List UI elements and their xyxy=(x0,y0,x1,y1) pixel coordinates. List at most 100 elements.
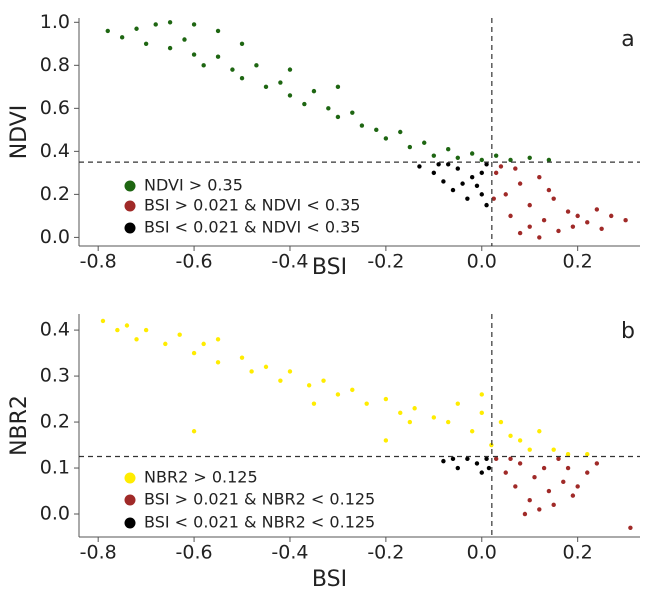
point xyxy=(431,153,437,158)
legend-label: BSI < 0.021 & NBR2 < 0.125 xyxy=(144,513,375,532)
point xyxy=(503,470,508,475)
legend-label: BSI < 0.021 & NDVI < 0.35 xyxy=(144,218,360,237)
point xyxy=(230,67,235,72)
point xyxy=(455,166,460,171)
point xyxy=(585,220,590,225)
point xyxy=(527,224,532,229)
point xyxy=(556,456,561,462)
point xyxy=(278,378,283,383)
point xyxy=(551,447,556,452)
point xyxy=(541,217,547,223)
point xyxy=(446,162,451,167)
x-axis-label: BSI xyxy=(312,255,347,280)
point xyxy=(215,54,221,59)
point xyxy=(446,419,451,425)
point xyxy=(484,202,489,208)
legend-marker xyxy=(124,222,136,234)
point xyxy=(469,429,475,434)
point xyxy=(491,196,496,201)
panel: 0.0 0.2 0.4 0.6 0.8 1.0 -0.8 -0.6 -0.4 -0.2 0.0 0.2… xyxy=(7,11,640,280)
point xyxy=(311,401,317,406)
point xyxy=(335,114,341,120)
point xyxy=(498,419,504,425)
point xyxy=(163,341,168,347)
point xyxy=(503,192,508,197)
x-tick-label: -0.8 xyxy=(80,542,117,564)
point xyxy=(124,323,130,328)
point xyxy=(532,475,537,480)
point xyxy=(350,387,355,393)
point xyxy=(201,63,206,68)
point xyxy=(364,401,369,406)
point xyxy=(383,136,389,141)
point xyxy=(302,101,307,107)
point xyxy=(522,511,528,517)
legend-label: NBR2 > 0.125 xyxy=(144,468,258,487)
point xyxy=(239,76,245,81)
point xyxy=(565,465,571,471)
point xyxy=(134,26,139,31)
legend-label: BSI > 0.021 & NBR2 < 0.125 xyxy=(144,490,375,509)
point xyxy=(508,157,513,163)
point xyxy=(561,479,566,485)
y-tick-label: 0.4 xyxy=(40,140,70,162)
point xyxy=(474,461,480,466)
point xyxy=(508,213,513,219)
point xyxy=(278,80,283,85)
point xyxy=(119,35,125,40)
y-axis-label: NDVI xyxy=(7,105,32,160)
x-axis-label: BSI xyxy=(312,567,347,592)
point xyxy=(546,187,552,193)
point xyxy=(191,429,197,434)
point xyxy=(215,360,221,365)
point xyxy=(479,192,484,197)
point xyxy=(508,456,513,462)
point xyxy=(479,410,484,416)
y-tick-label: 0.0 xyxy=(40,226,70,248)
point xyxy=(254,63,259,68)
point xyxy=(565,209,571,214)
point xyxy=(474,183,480,188)
y-tick-label: 0.3 xyxy=(40,365,70,387)
point xyxy=(585,452,590,457)
point xyxy=(585,470,590,475)
point xyxy=(508,433,513,439)
point xyxy=(239,41,245,47)
point xyxy=(182,37,187,42)
point xyxy=(484,162,489,167)
x-tick-label: -0.6 xyxy=(176,542,213,564)
point xyxy=(407,419,413,425)
x-tick-label: -0.2 xyxy=(367,542,404,564)
point xyxy=(527,498,532,503)
point xyxy=(527,155,532,161)
point xyxy=(263,364,269,370)
point xyxy=(479,392,484,397)
point xyxy=(249,369,254,374)
point xyxy=(513,166,518,171)
y-tick-label: 0.4 xyxy=(40,319,70,341)
panel-label: a xyxy=(621,27,634,52)
point xyxy=(517,461,523,466)
point xyxy=(306,383,312,388)
legend-label: BSI > 0.021 & NDVI < 0.35 xyxy=(144,196,360,215)
point xyxy=(575,213,580,219)
point xyxy=(115,327,120,333)
point xyxy=(551,196,556,201)
point xyxy=(469,151,475,156)
point xyxy=(287,67,293,72)
point xyxy=(517,181,523,186)
point xyxy=(239,355,245,360)
point xyxy=(556,228,561,234)
point xyxy=(263,84,269,90)
point xyxy=(398,129,403,135)
point xyxy=(465,456,470,462)
x-tick-label: 0.0 xyxy=(467,542,497,564)
point xyxy=(359,123,365,128)
y-tick-label: 0.0 xyxy=(40,503,70,525)
point xyxy=(153,22,158,27)
point xyxy=(134,337,139,342)
point xyxy=(191,22,197,27)
point xyxy=(398,410,403,416)
point xyxy=(417,164,422,169)
